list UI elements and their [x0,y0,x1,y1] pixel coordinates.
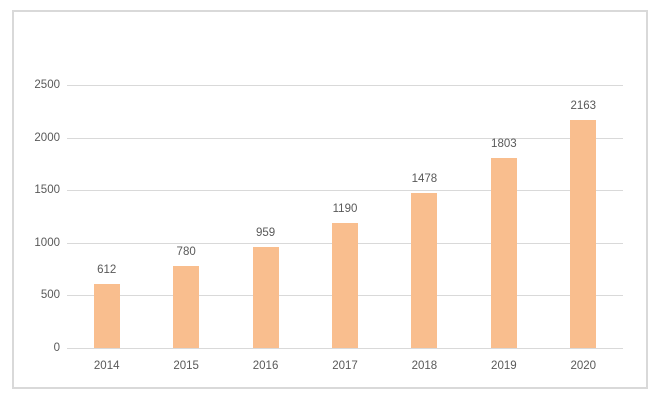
x-axis-tick-label: 2014 [93,360,120,372]
x-axis-tick-label: 2019 [491,360,517,372]
bar-2019 [490,158,517,348]
y-axis-tick-label: 2000 [34,131,60,144]
y-axis-tick-label: 1500 [34,184,60,197]
y-axis-tick-label: 1000 [34,236,60,249]
x-axis-tick-label: 2020 [570,360,597,372]
data-label: 959 [255,227,276,240]
y-axis-tick-label: 500 [40,289,60,302]
y-axis-tick-label: 2500 [34,79,60,91]
x-axis-tick-label: 2016 [252,360,279,372]
bar-2015 [173,265,200,348]
data-label: 1478 [411,172,438,185]
x-axis-tick-label: 2018 [411,360,438,372]
bar-2016 [252,247,279,348]
data-label: 2163 [570,100,597,113]
data-label: 1803 [491,138,517,151]
x-axis-tick-label: 2015 [173,360,199,372]
data-label: 780 [176,245,196,258]
bar-2020 [570,120,597,348]
plot-area: 0 500 1000 1500 2000 2500 612 2014 780 2015 959 201… [14,12,646,387]
y-gridline [67,190,623,192]
x-axis-tick-label: 2017 [332,360,358,372]
bar-2017 [332,222,358,348]
chart-frame: 0 500 1000 1500 2000 2500 612 2014 780 2015 959 201… [12,10,648,389]
bar-2014 [93,283,120,348]
y-axis-tick-label: 0 [53,342,60,354]
y-gridline [67,137,623,139]
x-axis-line [67,348,623,349]
data-label: 1190 [332,202,358,215]
y-gridline [67,85,623,86]
bar-2018 [411,192,438,348]
data-label: 612 [97,263,117,276]
